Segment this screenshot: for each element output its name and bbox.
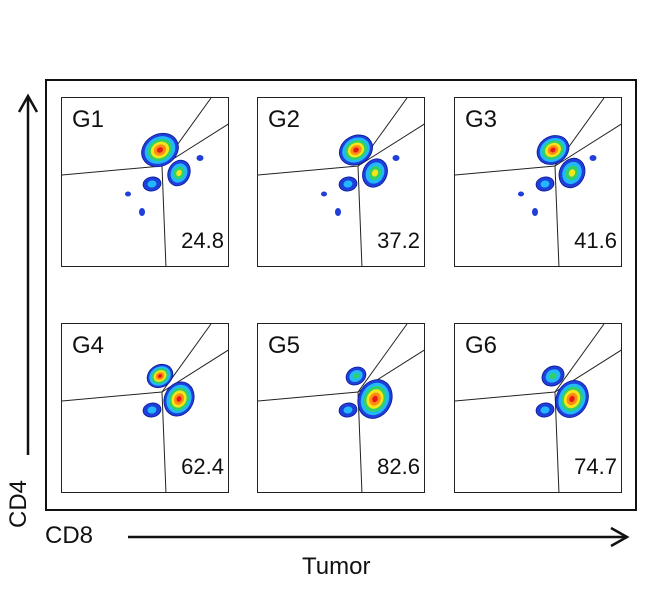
cd8-population <box>558 157 586 189</box>
double-negative-population <box>535 176 555 192</box>
panel-g4: G4 62.4 <box>61 323 229 493</box>
panel-label: G6 <box>465 332 498 359</box>
panel-g1: G1 24.8 <box>61 97 229 267</box>
density-plot <box>62 324 228 492</box>
cd8-percentage-label: 82.6 <box>377 454 420 479</box>
gate-line <box>357 324 408 393</box>
gate-line <box>554 165 560 266</box>
event-dot <box>125 191 131 197</box>
gate-line <box>161 165 167 266</box>
gate-line <box>62 391 163 402</box>
event-dot <box>321 191 327 197</box>
gate-line <box>357 123 424 167</box>
double-negative-population <box>338 176 358 192</box>
event-dot <box>335 208 341 216</box>
gate-line <box>357 391 363 492</box>
density-plot <box>455 98 621 266</box>
gate-line <box>455 391 556 402</box>
event-dot <box>392 155 400 161</box>
gate-line <box>357 165 363 266</box>
gate-line <box>258 391 359 402</box>
event-dot <box>532 208 538 216</box>
event-dot <box>196 155 204 161</box>
cd8-percentage-label: 24.8 <box>181 228 224 253</box>
double-negative-population <box>535 402 555 418</box>
panel-label: G4 <box>72 332 105 359</box>
cd8-population <box>163 381 195 417</box>
panel-label: G1 <box>72 106 105 133</box>
event-dot <box>518 191 524 197</box>
cd8-population <box>357 379 393 419</box>
density-plot <box>62 98 228 266</box>
cd8-percentage-label: 74.7 <box>574 454 617 479</box>
panel-g2: G2 37.2 <box>257 97 425 267</box>
double-negative-population <box>142 176 162 192</box>
panel-g5: G5 82.6 <box>257 323 425 493</box>
cd4-population <box>339 134 373 166</box>
gate-line <box>161 391 167 492</box>
panel-label: G5 <box>268 332 301 359</box>
gate-line <box>62 165 163 176</box>
double-negative-population <box>142 402 162 418</box>
x-axis-arrow-head <box>610 526 630 548</box>
cd4-population <box>536 135 570 165</box>
cd4-population <box>541 365 565 387</box>
cd8-percentage-label: 62.4 <box>181 454 224 479</box>
gate-line <box>554 324 605 393</box>
panel-g3: G3 41.6 <box>454 97 622 267</box>
gate-line <box>554 391 560 492</box>
cd4-population <box>141 132 179 168</box>
footer-label: Tumor <box>302 553 371 580</box>
density-plot <box>455 324 621 492</box>
cd8-population <box>167 159 191 187</box>
gate-line <box>554 123 621 167</box>
gate-line <box>258 165 359 176</box>
y-axis-arrow-head <box>17 93 39 113</box>
panel-label: G2 <box>268 106 301 133</box>
event-dot <box>139 208 145 216</box>
density-plot <box>258 98 424 266</box>
x-axis-label: CD8 <box>45 522 94 549</box>
panel-frame <box>45 79 637 511</box>
cd4-population <box>146 363 174 389</box>
gate-line <box>455 165 556 176</box>
y-axis-label: CD4 <box>5 479 32 528</box>
panel-label: G3 <box>465 106 498 133</box>
panel-g6: G6 74.7 <box>454 323 622 493</box>
cd8-percentage-label: 41.6 <box>574 228 617 253</box>
cd8-population <box>555 380 589 418</box>
cd8-population <box>362 158 388 188</box>
cd4-population <box>345 366 367 386</box>
density-plot <box>258 324 424 492</box>
cd8-percentage-label: 37.2 <box>377 228 420 253</box>
event-dot <box>589 155 597 161</box>
double-negative-population <box>338 402 358 418</box>
